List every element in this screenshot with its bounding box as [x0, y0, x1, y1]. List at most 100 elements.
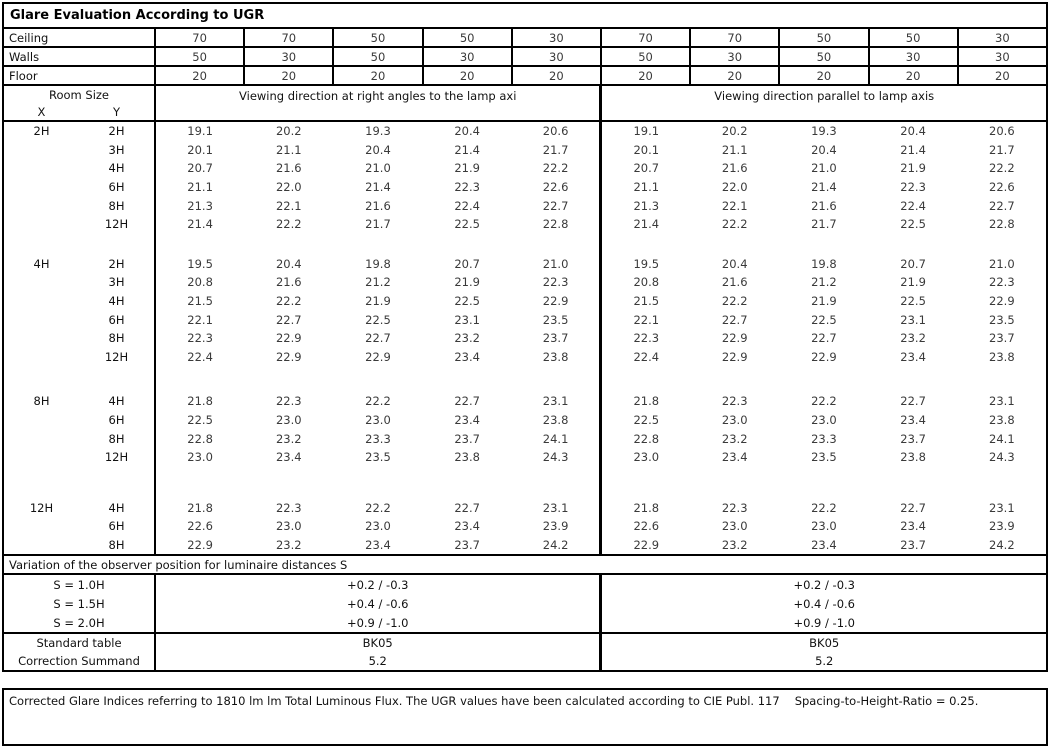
ugr-value: 21.8	[633, 500, 660, 515]
room-x-cell: 2H	[33, 124, 50, 139]
ugr-value: 22.4	[900, 198, 926, 213]
ugr-value: 21.4	[633, 217, 660, 232]
ugr-value: 21.2	[811, 275, 837, 290]
ugr-value: 20.4	[275, 256, 302, 271]
ugr-value: 19.1	[187, 124, 213, 139]
surface-reflectance-value: 20	[332, 65, 424, 86]
surface-row: Walls 50 30 50 30 30 50 30 50 30 30	[2, 46, 1049, 67]
ugr-value: 21.9	[900, 161, 926, 176]
ugr-value: 23.1	[989, 500, 1015, 515]
surface-label: Floor	[2, 65, 156, 86]
ugr-value: 21.6	[275, 275, 302, 290]
ugr-value: 21.3	[633, 198, 660, 213]
ugr-value: 22.4	[187, 349, 213, 364]
ugr-value: 21.4	[365, 180, 391, 195]
page-title: Glare Evaluation According to UGR	[3, 3, 1047, 29]
s-correction-right: +0.4 / -0.6	[793, 596, 855, 611]
ugr-value: 23.4	[275, 450, 302, 465]
title-row: Glare Evaluation According to UGR	[3, 3, 1047, 29]
s-correction-left: +0.9 / -1.0	[155, 613, 603, 635]
ugr-value: 22.3	[989, 275, 1015, 290]
ugr-value: 21.4	[900, 142, 926, 157]
ugr-value: 22.2	[811, 394, 837, 409]
ugr-value: 23.9	[989, 519, 1015, 534]
room-y-cell: 12H	[79, 214, 156, 234]
ugr-value: 22.2	[721, 217, 748, 232]
ugr-value: 21.6	[721, 161, 748, 176]
room-x-cell	[3, 536, 79, 556]
ugr-value: 22.2	[811, 500, 837, 515]
ugr-value: 23.5	[511, 310, 603, 329]
room-x-cell	[3, 329, 79, 348]
room-y-cell: 12H	[79, 447, 156, 467]
data-row: 12H 22.4 22.9 22.9 23.4 23.8 22.4 22.9 22.9 23.4 2…	[3, 347, 1047, 367]
ugr-value: 22.9	[511, 291, 603, 311]
ugr-value: 22.9	[365, 349, 391, 364]
s-correction-left: +0.4 / -0.6	[155, 594, 603, 614]
surface-reflectance-value: 30	[243, 46, 335, 67]
ugr-value: 22.2	[275, 217, 302, 232]
ugr-value: 23.7	[900, 431, 926, 446]
ugr-value: 21.8	[187, 500, 213, 515]
surface-reflectance-value: 20	[243, 65, 335, 86]
ugr-value: 20.4	[721, 256, 748, 271]
data-row: 12H 21.4 22.2 21.7 22.5 22.8 21.4 22.2 21.7 22.5 2…	[3, 214, 1047, 234]
ugr-value: 23.4	[365, 537, 391, 552]
ugr-value: 21.7	[511, 140, 603, 160]
surface-reflectance-value: 50	[867, 27, 959, 48]
room-y-cell: 12H	[79, 347, 156, 367]
room-x-cell: 4H	[33, 256, 50, 271]
ugr-value: 22.7	[365, 331, 391, 346]
ugr-value: 23.2	[721, 431, 748, 446]
surface-reflectance-value: 30	[510, 27, 602, 48]
ugr-value: 22.8	[511, 214, 603, 234]
ugr-value: 23.0	[187, 450, 213, 465]
room-x-cell	[3, 517, 79, 536]
ugr-value: 23.2	[900, 331, 926, 346]
ugr-value: 24.1	[511, 429, 603, 448]
ugr-value: 24.3	[511, 447, 603, 467]
ugr-value: 23.8	[511, 347, 603, 367]
data-row: 12H 23.0 23.4 23.5 23.8 24.3 23.0 23.4 23.5 23.8 2…	[3, 447, 1047, 467]
ugr-value: 22.7	[989, 198, 1015, 213]
ugr-value: 19.3	[811, 124, 837, 139]
ugr-value: 20.2	[721, 124, 748, 139]
surface-reflectance-value: 30	[421, 46, 513, 67]
room-y-cell: 3H	[79, 140, 156, 160]
room-x-cell	[3, 178, 79, 197]
ugr-value: 22.7	[811, 331, 837, 346]
ugr-value: 21.7	[989, 142, 1015, 157]
ugr-value: 22.5	[187, 413, 213, 428]
ugr-value: 22.7	[454, 394, 480, 409]
ugr-value: 22.6	[511, 177, 603, 197]
ugr-value: 20.7	[454, 256, 480, 271]
room-y-cell: 2H	[79, 254, 156, 274]
ugr-value: 22.5	[900, 217, 926, 232]
standard-table-value-left: BK05	[155, 633, 603, 653]
ugr-value: 23.4	[811, 537, 837, 552]
surface-reflectance-value: 70	[689, 27, 781, 48]
ugr-value: 23.2	[721, 537, 748, 552]
room-x-cell	[3, 141, 79, 160]
s-label: S = 1.5H	[3, 594, 156, 614]
ugr-value: 21.4	[187, 217, 213, 232]
ugr-value: 23.1	[900, 312, 926, 327]
s-distance-row: S = 1.5H +0.4 / -0.6 +0.4 / -0.6	[3, 594, 1047, 614]
ugr-value: 22.6	[187, 519, 213, 534]
room-x-cell: 8H	[33, 394, 50, 409]
ugr-value: 23.8	[511, 410, 603, 430]
footer-note-box: Corrected Glare Indices referring to 181…	[2, 688, 1048, 746]
ugr-value: 23.2	[275, 537, 302, 552]
viewing-right-angles-header: Viewing direction at right angles to the…	[155, 85, 603, 122]
ugr-value: 22.9	[989, 294, 1015, 309]
ugr-value: 22.5	[900, 294, 926, 309]
ugr-value: 22.8	[633, 431, 660, 446]
room-x-cell	[3, 159, 79, 178]
surface-label: Walls	[2, 46, 156, 67]
standard-table-row: Standard table BK05 BK05	[3, 633, 1047, 653]
ugr-value: 22.9	[811, 349, 837, 364]
ugr-value: 22.3	[511, 273, 603, 292]
gap-row	[3, 366, 1047, 393]
gap-cell	[601, 467, 1047, 499]
ugr-datasheet-page: Glare Evaluation According to UGR Ceiling…	[2, 2, 1049, 673]
